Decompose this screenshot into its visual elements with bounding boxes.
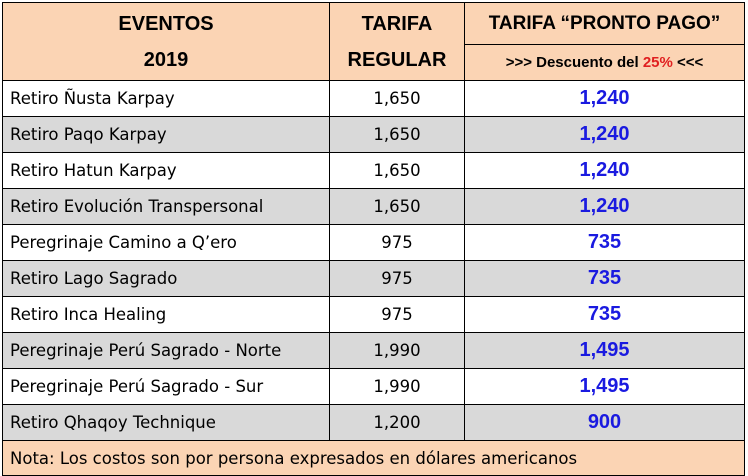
- regular-price: 1,990: [329, 332, 465, 369]
- discount-prefix: >>> Descuento del: [505, 54, 643, 71]
- table-row: Retiro Hatun Karpay 1,650 1,240: [2, 152, 745, 189]
- header-events-line2: 2019: [143, 48, 189, 71]
- header-events-line1: EVENTOS: [118, 12, 214, 35]
- event-name: Retiro Lago Sagrado: [2, 260, 330, 297]
- table-row: Peregrinaje Perú Sagrado - Norte 1,990 1…: [2, 332, 745, 369]
- regular-price: 1,650: [329, 188, 465, 225]
- header-discount: >>> Descuento del 25% <<<: [464, 44, 745, 81]
- header-row-1: EVENTOS 2019 TARIFA REGULAR TARIFA “PRON…: [2, 2, 745, 81]
- pronto-price: 735: [464, 260, 745, 297]
- pronto-price: 1,495: [464, 332, 745, 369]
- event-name: Peregrinaje Perú Sagrado - Norte: [2, 332, 330, 369]
- pronto-price: 900: [464, 404, 745, 441]
- event-name: Retiro Qhaqoy Technique: [2, 404, 330, 441]
- pronto-price: 735: [464, 224, 745, 261]
- header-pronto-title: TARIFA “PRONTO PAGO”: [464, 2, 745, 45]
- event-name: Retiro Inca Healing: [2, 296, 330, 333]
- regular-price: 975: [329, 260, 465, 297]
- table-row: Peregrinaje Camino a Q’ero 975 735: [2, 224, 745, 261]
- table-row: Retiro Lago Sagrado 975 735: [2, 260, 745, 297]
- table-row: Retiro Paqo Karpay 1,650 1,240: [2, 116, 745, 153]
- regular-price: 975: [329, 296, 465, 333]
- regular-price: 1,200: [329, 404, 465, 441]
- footnote: Nota: Los costos son por persona expresa…: [2, 440, 745, 476]
- regular-price: 1,650: [329, 152, 465, 189]
- pronto-price: 1,495: [464, 368, 745, 405]
- event-name: Retiro Paqo Karpay: [2, 116, 330, 153]
- header-regular: TARIFA REGULAR: [329, 2, 465, 81]
- discount-percent: 25%: [642, 54, 673, 71]
- header-regular-line1: TARIFA: [361, 12, 433, 35]
- table-row: Retiro Qhaqoy Technique 1,200 900: [2, 404, 745, 441]
- event-name: Retiro Hatun Karpay: [2, 152, 330, 189]
- event-name: Peregrinaje Perú Sagrado - Sur: [2, 368, 330, 405]
- header-regular-line2: REGULAR: [347, 48, 447, 71]
- header-row-2: >>> Descuento del 25% <<<: [3, 44, 745, 81]
- regular-price: 1,650: [329, 116, 465, 153]
- regular-price: 1,990: [329, 368, 465, 405]
- event-name: Retiro Evolución Transpersonal: [2, 188, 330, 225]
- pronto-price: 1,240: [464, 188, 745, 225]
- event-name: Peregrinaje Camino a Q’ero: [2, 224, 330, 261]
- table-row: Retiro Evolución Transpersonal 1,650 1,2…: [2, 188, 745, 225]
- header-events: EVENTOS 2019: [2, 2, 330, 81]
- regular-price: 1,650: [329, 80, 465, 117]
- pronto-price: 1,240: [464, 152, 745, 189]
- table-row: Retiro Inca Healing 975 735: [2, 296, 745, 333]
- note-row: Nota: Los costos son por persona expresa…: [2, 440, 745, 476]
- discount-suffix: <<<: [672, 54, 704, 71]
- pronto-price: 1,240: [464, 80, 745, 117]
- regular-price: 975: [329, 224, 465, 261]
- pronto-price: 735: [464, 296, 745, 333]
- table-row: Retiro Ñusta Karpay 1,650 1,240: [2, 80, 745, 117]
- event-name: Retiro Ñusta Karpay: [2, 80, 330, 117]
- pronto-price: 1,240: [464, 116, 745, 153]
- table-row: Peregrinaje Perú Sagrado - Sur 1,990 1,4…: [2, 368, 745, 405]
